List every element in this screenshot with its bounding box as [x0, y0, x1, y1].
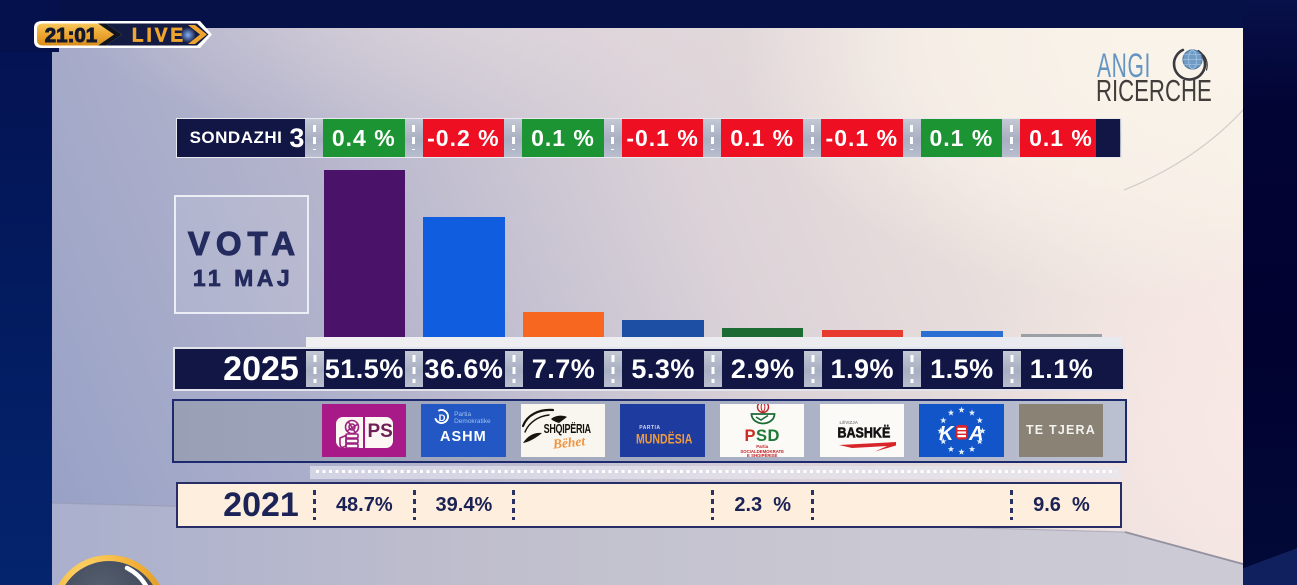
svg-text:D: D — [439, 413, 446, 424]
svg-text:A: A — [968, 423, 983, 445]
svg-text:LIVE: LIVE — [132, 26, 186, 47]
svg-text:K: K — [939, 423, 955, 445]
svg-text:ANGI: ANGI — [1097, 46, 1151, 84]
svg-text:21:01: 21:01 — [45, 24, 97, 47]
